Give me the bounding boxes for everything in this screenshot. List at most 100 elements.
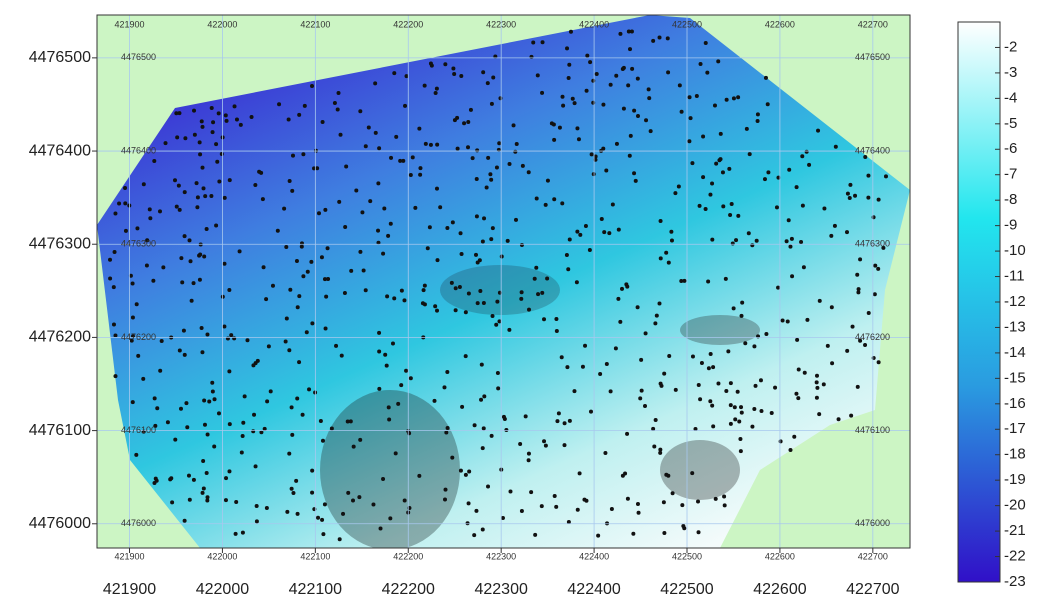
sounding-point [585, 89, 589, 93]
sounding-point [732, 96, 736, 100]
sounding-point [358, 250, 362, 254]
sounding-point [383, 353, 387, 357]
sounding-point [785, 239, 789, 243]
sounding-point [503, 417, 507, 421]
sounding-point [108, 276, 112, 280]
x-tick-label: 422400 [567, 581, 620, 598]
sounding-point [409, 173, 413, 177]
sounding-point [154, 477, 158, 481]
sounding-point [245, 338, 249, 342]
sounding-point [209, 194, 213, 198]
sounding-point [183, 519, 187, 523]
sounding-point [781, 318, 785, 322]
sounding-point [364, 144, 368, 148]
sounding-point [807, 163, 811, 167]
sounding-point [422, 288, 426, 292]
sounding-point [480, 363, 484, 367]
x-inner-label: 422300 [486, 551, 516, 561]
sounding-point [458, 285, 462, 289]
sounding-point [566, 267, 570, 271]
sounding-point [387, 405, 391, 409]
sounding-point [454, 286, 458, 290]
sounding-point [721, 170, 725, 174]
sounding-point [224, 498, 228, 502]
sounding-point [464, 354, 468, 358]
sounding-point [443, 62, 447, 66]
sounding-point [192, 478, 196, 482]
sounding-point [561, 95, 565, 99]
sounding-point [545, 277, 549, 281]
sounding-point [358, 438, 362, 442]
sounding-point [858, 257, 862, 261]
sounding-point [733, 417, 737, 421]
sounding-point [478, 289, 482, 293]
sounding-point [830, 305, 834, 309]
sounding-point [851, 325, 855, 329]
sounding-point [113, 374, 117, 378]
sounding-point [647, 87, 651, 91]
sounding-point [534, 266, 538, 270]
sounding-point [201, 491, 205, 495]
sounding-point [324, 295, 328, 299]
sounding-point [161, 265, 165, 269]
sounding-point [719, 157, 723, 161]
sounding-point [426, 246, 430, 250]
sounding-point [168, 477, 172, 481]
sounding-point [202, 255, 206, 259]
sounding-point [728, 213, 732, 217]
sounding-point [471, 156, 475, 160]
x-inner-label: 422100 [300, 19, 330, 29]
sounding-point [872, 356, 876, 360]
sounding-point [215, 160, 219, 164]
sounding-point [464, 310, 468, 314]
sounding-point [300, 245, 304, 249]
sounding-point [453, 118, 457, 122]
sounding-point [205, 227, 209, 231]
sounding-point [726, 349, 730, 353]
sounding-point [472, 533, 476, 537]
sounding-point [317, 211, 321, 215]
sounding-point [602, 230, 606, 234]
sounding-point [558, 126, 562, 130]
sounding-point [434, 91, 438, 95]
sounding-point [392, 296, 396, 300]
sounding-point [563, 421, 567, 425]
y-tick-label: 4476100 [29, 422, 91, 439]
sounding-point [184, 401, 188, 405]
sounding-point [489, 237, 493, 241]
sounding-point [241, 531, 245, 535]
sounding-point [544, 203, 548, 207]
sounding-point [627, 30, 631, 34]
sounding-point [829, 234, 833, 238]
sounding-point [571, 97, 575, 101]
sounding-point [795, 185, 799, 189]
sounding-point [459, 469, 463, 473]
sounding-point [250, 115, 254, 119]
sounding-point [876, 267, 880, 271]
sounding-point [520, 509, 524, 513]
sounding-point [182, 329, 186, 333]
sounding-point [255, 504, 259, 508]
sounding-point [232, 336, 236, 340]
x-inner-label: 421900 [114, 551, 144, 561]
sounding-point [228, 178, 232, 182]
sounding-point [482, 301, 486, 305]
colorbar-label: -20 [1004, 497, 1026, 514]
sounding-point [145, 264, 149, 268]
x-inner-label: 421900 [114, 19, 144, 29]
sounding-point [364, 288, 368, 292]
sounding-point [600, 217, 604, 221]
sounding-point [601, 103, 605, 107]
sounding-point [737, 419, 741, 423]
sounding-point [211, 390, 215, 394]
sounding-point [294, 479, 298, 483]
sounding-point [321, 439, 325, 443]
sounding-point [269, 389, 273, 393]
sounding-point [542, 317, 546, 321]
sounding-point [227, 369, 231, 373]
sounding-point [435, 143, 439, 147]
sounding-point [399, 383, 403, 387]
colorbar-label: -6 [1004, 140, 1017, 157]
sounding-point [196, 195, 200, 199]
sounding-point [337, 91, 341, 95]
